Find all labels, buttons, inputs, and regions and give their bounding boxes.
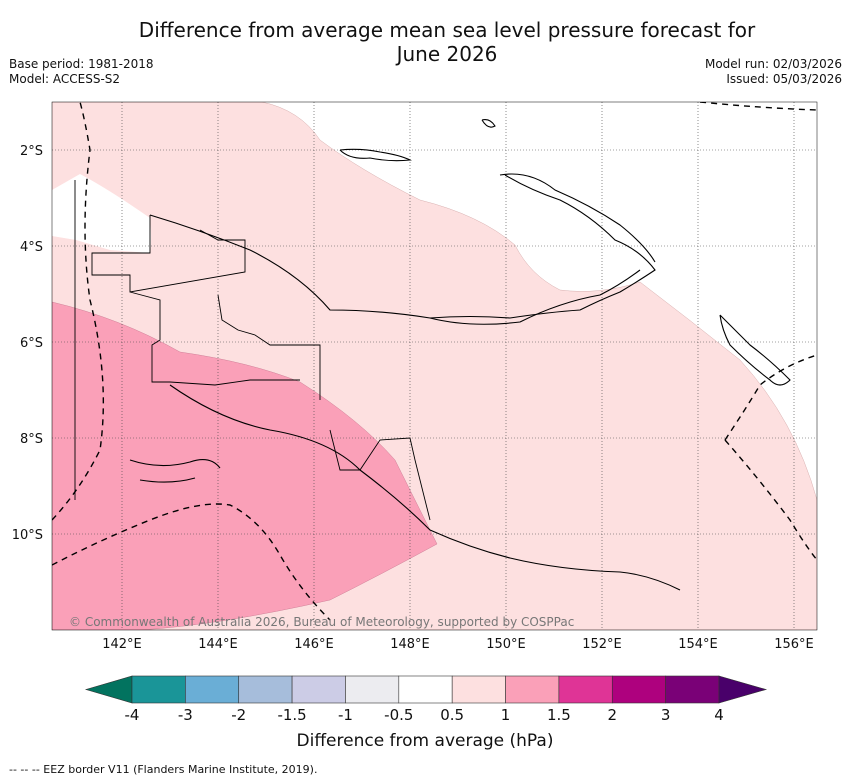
grid-lines [52,102,817,630]
torres-coast [129,459,221,483]
model-run: Model run: 02/03/2026 [704,57,842,71]
meta-left: Base period: 1981-2018 Model: ACCESS-S2 [9,57,154,87]
map-title: Difference from average mean sea level p… [60,18,834,66]
lon-label: 148°E [390,637,430,652]
colorbar-label: Difference from average (hPa) [296,731,554,751]
lat-label: 6°S [20,336,43,351]
coastlines [129,119,791,591]
colorbar-tick-label: 3 [660,706,671,724]
colorbar-tick-label: -0.5 [384,706,414,724]
lon-label: 156°E [774,637,814,652]
colorbar-segment [291,675,346,704]
title-line-2: June 2026 [396,42,498,66]
colorbar-tick-label: 0.5 [440,706,465,724]
longitude-labels: 142°E 144°E 146°E 148°E 150°E 152°E 154°… [102,637,814,652]
colorbar-tick-label: -1 [337,706,353,724]
lat-label: 4°S [20,240,43,255]
colorbar-segment [611,675,666,704]
colorbar-segment [131,675,186,704]
colorbar-segment [505,675,560,704]
colorbar-tick-label: -1.5 [277,706,307,724]
title-line-1: Difference from average mean sea level p… [138,18,756,42]
lon-label: 152°E [582,637,622,652]
north-islands-coast [339,119,496,162]
white-gap-northwest [52,174,151,253]
new-britain-coast [429,174,656,319]
lon-label: 142°E [102,637,142,652]
lon-label: 154°E [678,637,718,652]
latitude-labels: 2°S 4°S 6°S 8°S 10°S [12,144,43,543]
bougainville-coast [719,314,791,386]
copyright-notice: © Commonwealth of Australia 2026, Bureau… [69,615,574,629]
new-guinea-coast-south [169,384,681,591]
colorbar-segment [345,675,400,704]
colorbar-segment [238,675,293,704]
colorbar-segment [558,675,613,704]
colorbar-tick-label: -2 [231,706,247,724]
anomaly-region-pink [52,301,438,630]
province-borders [74,180,431,521]
colorbar-segment [185,675,240,704]
map-area: © Commonwealth of Australia 2026, Bureau… [52,102,817,630]
new-ireland-coast [499,173,656,263]
colorbar-tick-label: 1.5 [546,706,571,724]
eez-borders [52,102,817,621]
colorbar-over-arrow [718,675,768,704]
colorbar-tick-label: 1 [500,706,511,724]
colorbar [84,675,768,704]
colorbar-segment [665,675,720,704]
model-name: Model: ACCESS-S2 [9,72,121,86]
colorbar-tick-label: -4 [124,706,140,724]
lat-label: 2°S [20,144,43,159]
lon-label: 146°E [294,637,334,652]
lon-label: 144°E [198,637,238,652]
colorbar-segment [451,675,506,704]
new-guinea-coast-north [149,214,641,325]
issued-date: Issued: 05/03/2026 [726,72,842,86]
lat-label: 10°S [12,528,43,543]
colorbar-tick-label: 4 [714,706,724,724]
meta-right: Model run: 02/03/2026 Issued: 05/03/2026 [705,57,842,87]
eez-legend-footer: -- -- -- EEZ border V11 (Flanders Marine… [9,763,318,776]
lon-label: 150°E [486,637,526,652]
lat-label: 8°S [20,432,43,447]
colorbar-tick-label: -3 [177,706,193,724]
colorbar-segment [398,675,453,704]
colorbar-under-arrow [84,675,133,704]
base-period: Base period: 1981-2018 [9,57,154,71]
colorbar-tick-label: 2 [607,706,618,724]
map-frame [51,101,818,631]
